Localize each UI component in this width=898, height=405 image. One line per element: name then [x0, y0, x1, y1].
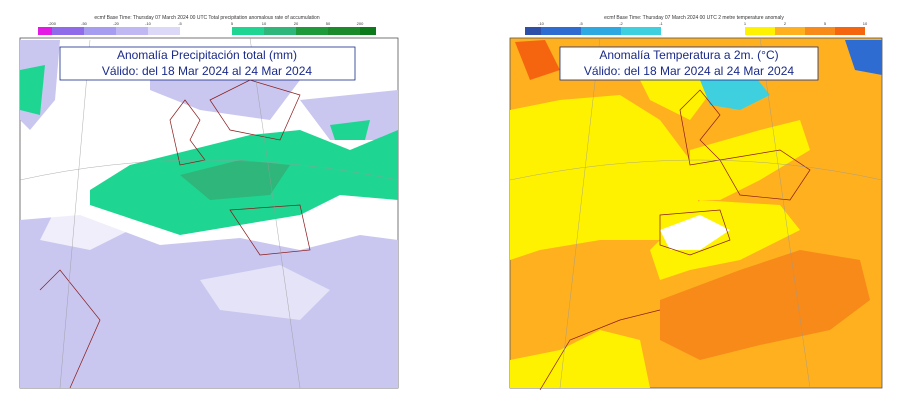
colorbar-label: 1 [744, 21, 747, 26]
temperature-map [509, 37, 883, 391]
header: ecmf Base Time: Thursday 07 March 2024 0… [94, 15, 319, 21]
colorbar-label: -5 [579, 21, 583, 26]
colorbar-label: 10 [262, 21, 267, 26]
colorbar-label: 5 [824, 21, 827, 26]
colorbar-label: -5 [178, 21, 182, 26]
title-box [559, 46, 819, 81]
title-box [59, 46, 356, 81]
map-title: Anomalía Temperatura a 2m. (°C) [599, 48, 778, 62]
map-title: Anomalía Precipitación total (mm) [117, 48, 297, 62]
colorbar-label: -10 [145, 21, 152, 26]
colorbar-label: 200 [357, 21, 364, 26]
colorbar-label: 5 [231, 21, 234, 26]
colorbar-label: 20 [294, 21, 299, 26]
colorbar-label: -20 [113, 21, 120, 26]
colorbar-label: 50 [326, 21, 331, 26]
colorbar-label: -1 [659, 21, 663, 26]
colorbar [525, 27, 865, 35]
header: ecmf Base Time: Thursday 07 March 2024 0… [604, 15, 784, 21]
map-subtitle: Válido: del 18 Mar 2024 al 24 Mar 2024 [584, 64, 794, 78]
colorbar-label: -50 [81, 21, 88, 26]
colorbar [38, 27, 376, 35]
colorbar-label: 2 [784, 21, 787, 26]
map-subtitle: Válido: del 18 Mar 2024 al 24 Mar 2024 [102, 64, 312, 78]
colorbar-label: 10 [863, 21, 868, 26]
colorbar-label: -200 [48, 21, 57, 26]
colorbar-label: -10 [538, 21, 545, 26]
precip-map [19, 37, 399, 389]
colorbar-label: -2 [619, 21, 623, 26]
